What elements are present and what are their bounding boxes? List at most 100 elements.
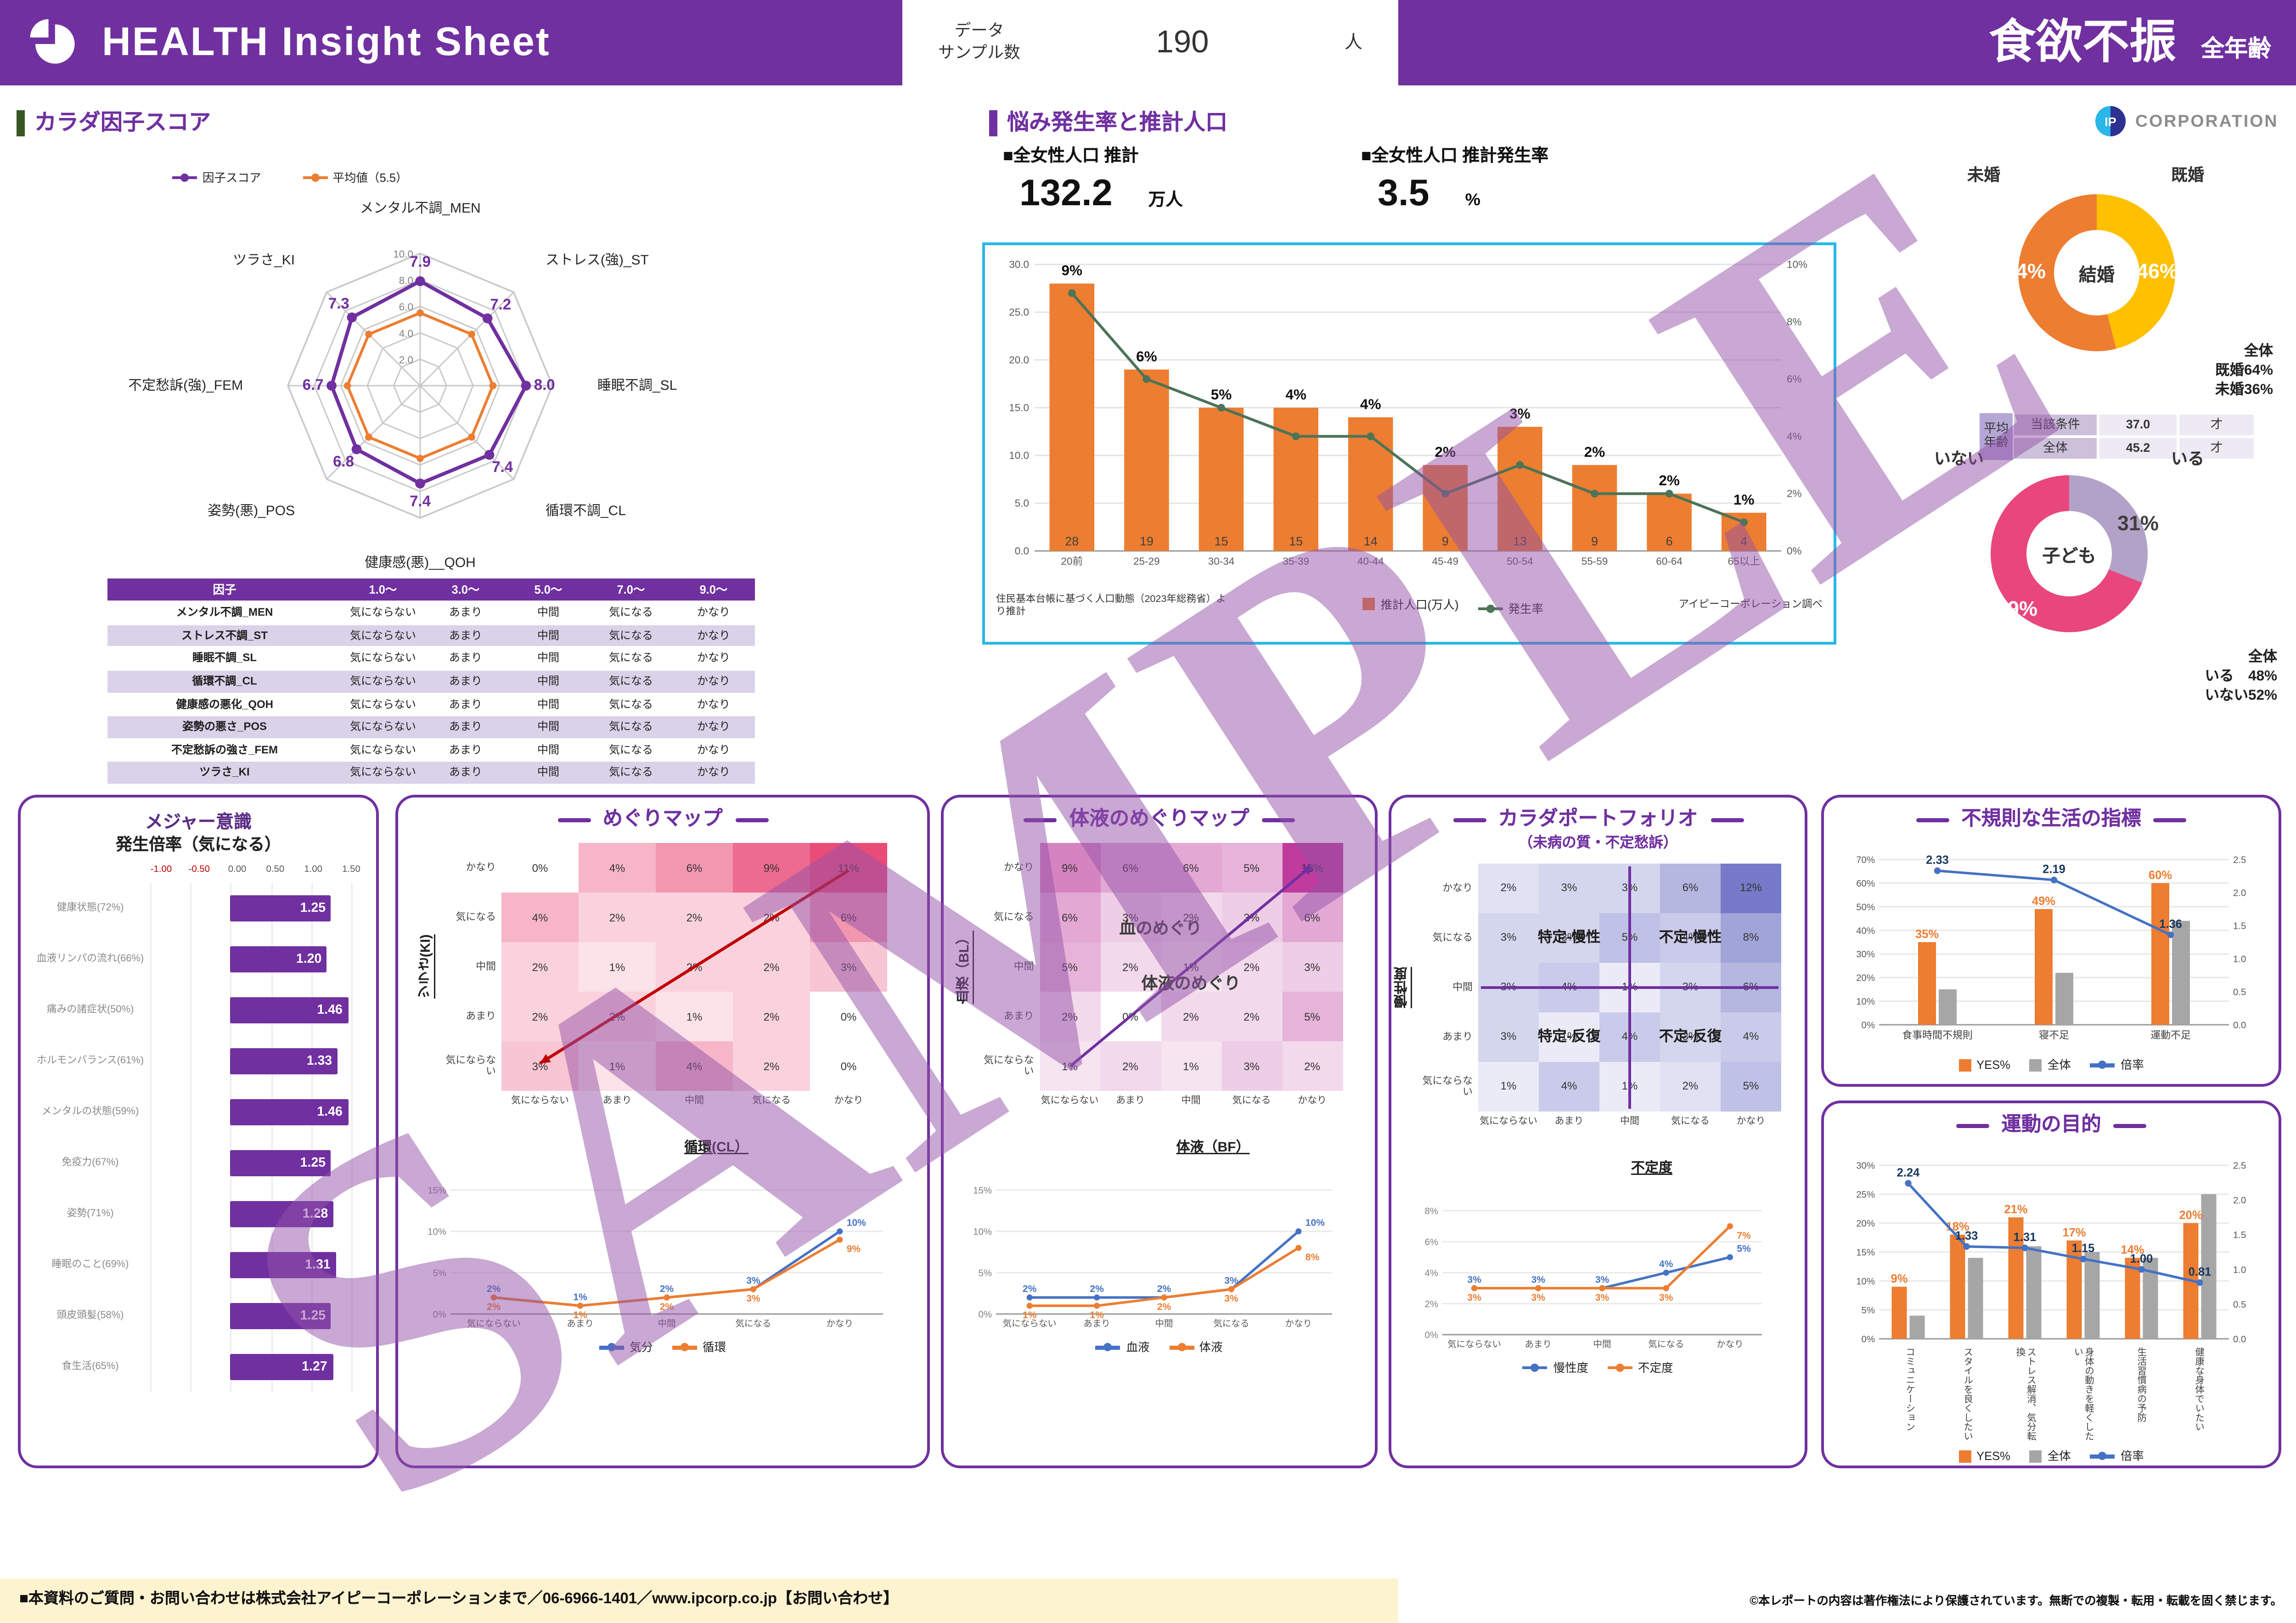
heatmap-col-label: 気になる xyxy=(1671,1117,1710,1127)
marriage-unmarried-pct: 54% xyxy=(2004,260,2046,284)
factor-table-row: メンタル不調_MEN 気にならない あまり 中間 気になる かなり xyxy=(107,602,755,625)
copyright-notice: ©本レポートの内容は著作権法により保護されています。無断での複製・転用・転載を固… xyxy=(1750,1593,2283,1607)
major-bar-row: ホルモンバランス(61%) 1.33 xyxy=(34,1035,362,1087)
svg-text:9%: 9% xyxy=(847,1244,861,1255)
heatmap-cell: 15% xyxy=(1282,843,1343,893)
major-bar-label: 睡眠のこと(69%) xyxy=(51,1258,129,1270)
irregular-panel-title: 不規則な生活の指標 xyxy=(1838,809,2265,832)
svg-text:6.0: 6.0 xyxy=(399,301,413,313)
population-credit-note: アイピーコーポレーション調べ xyxy=(1678,598,1823,611)
factor-table-row: 姿勢の悪さ_POS 気にならない あまり 中間 気になる かなり xyxy=(107,716,755,740)
heatmap-cell: 5% xyxy=(1221,843,1282,893)
axis-tick: 0.00 xyxy=(228,865,247,875)
heatmap-cell: 2% xyxy=(1100,1042,1161,1092)
heatmap-cell: 3% xyxy=(1221,1042,1282,1092)
portfolio-line-chart: 0% 2% 4% 6% 8% 気にならない あまり 中間 気になる かなり 3% 3% 3% 4% 5% 3%… xyxy=(1425,1206,1762,1349)
heatmap-cell: 6% xyxy=(656,843,733,893)
factor-scale-cell: 中間 xyxy=(507,739,590,763)
major-bar-label: 姿勢(71%) xyxy=(67,1207,114,1219)
svg-text:2%: 2% xyxy=(1584,444,1605,460)
factor-scale-cell: 気にならない xyxy=(342,762,424,785)
sample-count-label: データ サンプル数 xyxy=(938,21,1020,64)
svg-text:7.3: 7.3 xyxy=(328,295,349,312)
heatmap-cell: 2% xyxy=(1478,863,1539,913)
factor-scale-cell: 気にならない xyxy=(342,625,424,648)
svg-text:4%: 4% xyxy=(1285,386,1306,403)
factor-scale-cell: 気にならない xyxy=(342,670,424,694)
heatmap-col-label: 中間 xyxy=(1181,1097,1201,1107)
age-row-value: 45.2 xyxy=(2098,437,2178,460)
heatmap-cell: 2% xyxy=(733,992,810,1042)
svg-text:0%: 0% xyxy=(978,1310,991,1320)
axis-tick: 1.00 xyxy=(304,865,323,875)
svg-text:1.5: 1.5 xyxy=(2233,1231,2246,1241)
age-row-label: 全体 xyxy=(2013,437,2098,460)
exercise-legend: YES% 全体 倍率 xyxy=(1838,1449,2265,1464)
svg-text:不定愁訴(強)_FEM: 不定愁訴(強)_FEM xyxy=(128,378,243,393)
svg-text:7%: 7% xyxy=(1737,1230,1751,1241)
heatmap-cell: 1% xyxy=(1039,1042,1100,1092)
meguri-x-axis-label: 循環(CL） xyxy=(684,1141,748,1157)
legend-item: 不定度 xyxy=(1608,1361,1673,1375)
factor-scale-cell: 気になる xyxy=(590,694,672,717)
legend-item: YES% xyxy=(1958,1058,2010,1073)
heatmap-row-label: かなり xyxy=(466,861,496,874)
ip-logo-letters: IP xyxy=(2105,115,2116,129)
svg-text:0%: 0% xyxy=(1425,1330,1438,1340)
heatmap-cell: 4% xyxy=(579,843,656,893)
quadrant-label: 特定-慢性 xyxy=(1537,929,1601,946)
taieki-heatmap: かなり 9% 6% 6% 5% 15% 気になる 6% 3% 2% 3% 6% 中間 5% 2% 1% 2% 3%… xyxy=(976,843,1365,1157)
svg-text:5%: 5% xyxy=(1211,386,1232,403)
meguri-heatmap: かなり 0% 4% 6% 9% 11% 気になる 4% 2% 2% 2% 6% 中間 2% 1% 2% 2% 3%… xyxy=(438,843,909,1157)
svg-text:40-44: 40-44 xyxy=(1357,556,1384,567)
svg-text:0.81: 0.81 xyxy=(2189,1266,2212,1279)
title-dash xyxy=(1710,818,1744,823)
body-portfolio-panel: カラダポートフォリオ （未病の質・不定愁訴） 慢性度 かなり 2% 3% 3% 6% 12… xyxy=(1389,795,1807,1468)
major-bar-row: 頭皮頭髪(58%) 1.25 xyxy=(34,1290,362,1342)
svg-text:1%: 1% xyxy=(1733,491,1755,508)
major-bar-row: 健康状態(72%) 1.25 xyxy=(34,882,362,934)
major-bar-row: メンタルの状態(59%) 1.46 xyxy=(34,1086,362,1138)
heatmap-cell: 2% xyxy=(1282,1042,1343,1092)
svg-text:6.7: 6.7 xyxy=(303,376,324,393)
sample-count-panel: データ サンプル数 190 人 xyxy=(902,0,1398,85)
svg-text:35%: 35% xyxy=(1915,928,1939,941)
heatmap-cell: 2% xyxy=(1660,1061,1721,1112)
average-age-table: 平均年齢 当該条件 37.0 才 全体 45.2 才 xyxy=(1980,413,2255,460)
major-bar: 1.28 xyxy=(231,1201,334,1227)
heatmap-cell: 1% xyxy=(579,1042,656,1092)
meguri-y-axis-label: ツラさ(KI) xyxy=(419,935,434,1000)
taieki-line-legend: 血液 体液 xyxy=(957,1341,1361,1355)
svg-text:49%: 49% xyxy=(2032,895,2055,908)
heatmap-col-label: 気にならない xyxy=(1480,1117,1537,1127)
svg-text:3%: 3% xyxy=(1595,1275,1609,1285)
svg-text:10%: 10% xyxy=(1787,259,1807,270)
exercise-category-label: 生活習慣病の予防 xyxy=(2135,1348,2145,1423)
factor-scale-cell: 気にならない xyxy=(342,694,424,717)
children-have-label: いる xyxy=(2171,449,2205,468)
heatmap-row-label: 中間 xyxy=(1452,980,1473,993)
factor-table-row: 不定愁訴の強さ_FEM 気にならない あまり 中間 気になる かなり xyxy=(107,739,755,763)
meguri-title-text: めぐりマップ xyxy=(602,809,723,831)
header-bar: HEALTH Insight Sheet データ サンプル数 190 人 食欲不… xyxy=(0,0,2296,85)
legend-item: 体液 xyxy=(1169,1341,1223,1355)
factor-scale-cell: 気にならない xyxy=(342,602,424,625)
exercise-category-label: スタイルを良くしたい xyxy=(1961,1348,1971,1442)
svg-text:25%: 25% xyxy=(1856,1191,1875,1201)
svg-text:2.0: 2.0 xyxy=(2233,889,2246,899)
svg-text:中間: 中間 xyxy=(658,1319,675,1329)
svg-text:2.24: 2.24 xyxy=(1897,1167,1920,1179)
svg-text:14: 14 xyxy=(1364,534,1378,548)
heatmap-cell: 2% xyxy=(733,893,810,943)
heatmap-cell: 12% xyxy=(1721,863,1781,913)
svg-text:10%: 10% xyxy=(1856,1277,1875,1287)
svg-text:2.33: 2.33 xyxy=(1926,854,1949,867)
title-dash xyxy=(2113,1124,2147,1129)
legend-item: 倍率 xyxy=(2090,1449,2144,1464)
heatmap-cell: 2% xyxy=(501,992,579,1042)
svg-text:2.5: 2.5 xyxy=(2233,1162,2246,1172)
heatmap-cell: 9% xyxy=(733,843,810,893)
factor-scale-cell: あまり xyxy=(424,625,507,648)
children-donut-center-label: 子ども xyxy=(2042,545,2096,566)
legend-item: YES% xyxy=(1958,1449,2010,1464)
